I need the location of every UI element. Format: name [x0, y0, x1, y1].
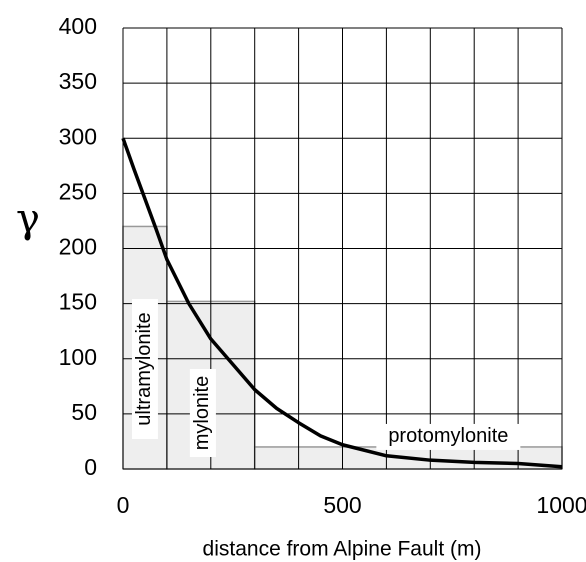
- y-tick-label: 400: [59, 13, 97, 39]
- x-tick-label: 0: [117, 492, 130, 518]
- x-tick-label: 1000: [536, 492, 586, 518]
- x-tick-label: 500: [323, 492, 361, 518]
- y-tick-label: 200: [59, 234, 97, 260]
- y-tick-label: 250: [59, 178, 97, 204]
- label-box: [131, 299, 158, 439]
- label-box: [189, 369, 216, 457]
- bar-label: mylonite: [191, 376, 213, 450]
- x-axis-label: distance from Alpine Fault (m): [203, 538, 482, 561]
- curve: [121, 137, 563, 469]
- y-tick-label: 350: [59, 68, 97, 94]
- y-tick-label: 150: [59, 289, 97, 315]
- y-tick-label: 100: [59, 344, 97, 370]
- y-tick-label: 50: [71, 399, 97, 425]
- label-box: [376, 423, 521, 450]
- y-tick-label: 0: [84, 454, 97, 480]
- y-tick-label: 300: [59, 123, 97, 149]
- bar-label: protomylonite: [388, 425, 508, 447]
- bar-label: ultramylonite: [133, 312, 155, 425]
- y-axis-label: γ: [16, 196, 40, 242]
